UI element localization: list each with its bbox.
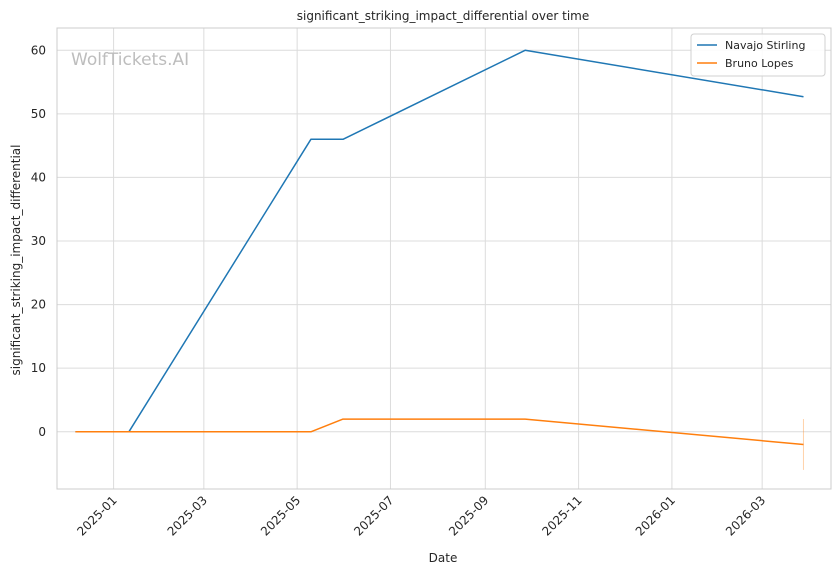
- y-tick-label: 40: [31, 170, 46, 184]
- y-tick-label: 20: [31, 298, 46, 312]
- plot-area: [56, 27, 832, 490]
- y-tick-labels: 0 10 20 30 40 50 60: [31, 43, 46, 439]
- legend-label: Navajo Stirling: [725, 39, 805, 52]
- grid-lines: [57, 28, 831, 489]
- y-axis-title: significant_striking_impact_differential: [9, 145, 23, 376]
- y-tick-label: 10: [31, 361, 46, 375]
- legend: Navajo Stirling Bruno Lopes: [690, 33, 826, 77]
- x-axis-title: Date: [429, 551, 458, 565]
- x-tick-label: 2025-03: [165, 493, 210, 538]
- legend-box: [690, 33, 826, 77]
- y-tick-label: 50: [31, 107, 46, 121]
- x-tick-label: 2025-09: [446, 493, 491, 538]
- y-tick-label: 30: [31, 234, 46, 248]
- chart-title: significant_striking_impact_differential…: [297, 9, 589, 23]
- x-tick-label: 2025-01: [74, 493, 119, 538]
- x-tick-labels: 2025-01 2025-03 2025-05 2025-07 2025-09 2025-…: [74, 493, 768, 538]
- series-layer: [75, 49, 804, 470]
- x-tick-label: 2025-11: [539, 493, 584, 538]
- y-tick-label: 60: [31, 43, 46, 57]
- x-tick-label: 2026-01: [633, 493, 678, 538]
- x-tick-label: 2025-05: [258, 493, 303, 538]
- series-line: [75, 418, 804, 446]
- watermark: WolfTickets.AI: [71, 50, 189, 70]
- y-tick-label: 0: [38, 425, 46, 439]
- x-tick-label: 2025-07: [351, 493, 396, 538]
- legend-label: Bruno Lopes: [725, 57, 794, 70]
- x-tick-label: 2026-03: [723, 493, 768, 538]
